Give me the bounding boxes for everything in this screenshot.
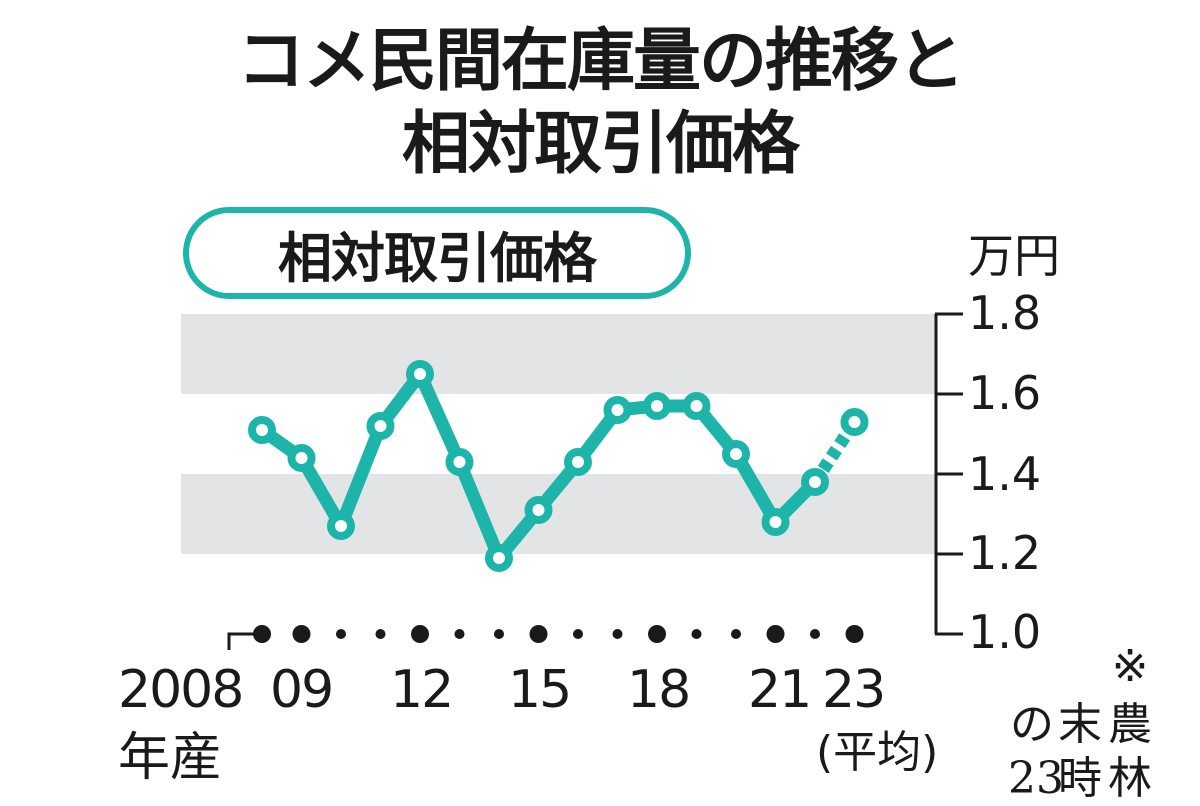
y-tick-1-4: 1.4 bbox=[968, 447, 1042, 501]
x-label-2008: 2008 bbox=[118, 660, 244, 720]
data-point bbox=[682, 392, 711, 420]
chart-title-line2: 相対取引価格 bbox=[401, 105, 800, 184]
data-point bbox=[485, 544, 513, 572]
x-label-21: 21 bbox=[748, 660, 812, 720]
series-label: 相対取引価格 bbox=[278, 226, 597, 290]
chart-title-line1: コメ民間在庫量の推移と bbox=[236, 22, 965, 101]
x-tick-dot bbox=[494, 629, 504, 639]
y-tick-1-6: 1.6 bbox=[968, 366, 1042, 420]
data-point bbox=[801, 468, 829, 496]
data-point bbox=[840, 408, 869, 436]
y-tick-1-2: 1.2 bbox=[968, 526, 1042, 580]
footnote-char bbox=[1056, 640, 1104, 698]
x-axis-dots bbox=[227, 625, 864, 650]
footnote-char: の bbox=[1010, 699, 1054, 750]
x-tick-dot bbox=[292, 625, 311, 643]
x-tick-dot bbox=[810, 629, 820, 639]
x-label-15: 15 bbox=[508, 660, 572, 720]
x-tick-dot bbox=[691, 629, 702, 639]
footnote-char: ※ bbox=[1111, 641, 1149, 692]
footnote-char: 時 bbox=[1058, 753, 1102, 804]
x-label-year-suffix: 年産 bbox=[118, 728, 223, 788]
x-tick-dot bbox=[731, 629, 741, 639]
data-point bbox=[445, 448, 474, 476]
y-tick-1-8: 1.8 bbox=[968, 286, 1042, 340]
footnote-char: 農 bbox=[1108, 699, 1152, 750]
grid-band bbox=[181, 314, 937, 394]
x-label-12: 12 bbox=[390, 660, 454, 720]
x-label-18: 18 bbox=[627, 660, 691, 720]
y-axis-unit: 万円 bbox=[968, 229, 1060, 283]
footnote-char bbox=[1008, 640, 1056, 698]
footnote-char: 23 bbox=[1008, 753, 1064, 804]
x-tick-dot bbox=[612, 629, 623, 639]
x-tick-dot bbox=[454, 629, 465, 639]
grid-bands bbox=[181, 314, 937, 554]
y-axis bbox=[934, 312, 963, 636]
data-point bbox=[722, 440, 750, 468]
x-tick-dot bbox=[766, 625, 785, 643]
x-tick-dot bbox=[573, 629, 583, 639]
data-point bbox=[406, 360, 434, 388]
x-tick-dot bbox=[375, 629, 386, 639]
y-tick-1-0: 1.0 bbox=[968, 605, 1042, 659]
x-label-average: (平均) bbox=[816, 727, 939, 778]
data-point bbox=[761, 508, 790, 536]
data-point bbox=[248, 416, 276, 444]
x-tick-dot bbox=[529, 625, 548, 643]
x-tick-dot bbox=[336, 629, 346, 639]
price-line bbox=[248, 360, 869, 572]
data-point bbox=[524, 496, 553, 524]
data-point bbox=[643, 392, 671, 420]
data-point bbox=[564, 448, 592, 476]
data-point bbox=[603, 396, 632, 424]
data-point bbox=[287, 444, 316, 472]
footnote-char: 末 bbox=[1058, 699, 1102, 750]
x-tick-dot bbox=[648, 625, 666, 643]
x-tick-dot bbox=[253, 625, 271, 643]
dashed-segment bbox=[809, 418, 860, 486]
source-footnote: ※ の 末 農 23 時 林 bbox=[1008, 640, 1188, 806]
x-label-09: 09 bbox=[270, 660, 334, 720]
x-label-23: 23 bbox=[822, 660, 886, 720]
x-tick-dot bbox=[845, 625, 864, 643]
data-point bbox=[366, 412, 395, 440]
x-tick-dot bbox=[411, 625, 429, 643]
data-point bbox=[327, 512, 355, 540]
series-label-pill: 相対取引価格 bbox=[183, 207, 691, 299]
footnote-char: 林 bbox=[1108, 753, 1152, 804]
